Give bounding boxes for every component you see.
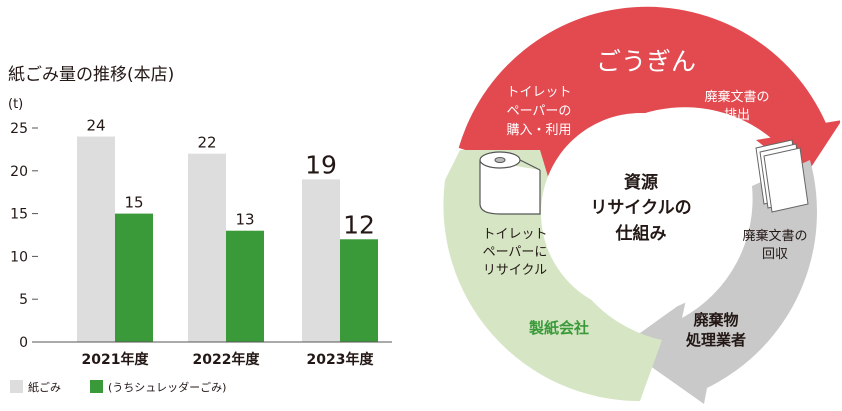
legend-label: (うちシュレッダーごみ) bbox=[108, 380, 226, 394]
svg-text:購入・利用: 購入・利用 bbox=[506, 123, 571, 138]
svg-text:ペーパーに: ペーパーに bbox=[483, 245, 548, 260]
bar bbox=[302, 179, 340, 342]
svg-text:資源: 資源 bbox=[624, 172, 658, 193]
svg-text:廃棄文書の: 廃棄文書の bbox=[742, 228, 807, 244]
legend-swatch bbox=[10, 380, 23, 393]
bar bbox=[340, 239, 378, 342]
recycling-cycle-diagram: ごうぎん トイレット ペーパーの 購入・利用 廃棄文書の 排出 資源 リサイクル… bbox=[443, 6, 840, 404]
bars: 24 15 22 13 19 12 bbox=[77, 117, 378, 342]
legend-swatch bbox=[90, 380, 103, 393]
y-tick-label: 25 bbox=[10, 121, 28, 137]
cycle-segment-gougin bbox=[458, 6, 840, 182]
svg-text:ペーパーの: ペーパーの bbox=[507, 104, 572, 119]
x-tick-label: 2021年度 bbox=[82, 351, 150, 368]
paper-mill-label: 製紙会社 bbox=[528, 319, 589, 337]
bar bbox=[115, 213, 153, 342]
bar-value-label: 13 bbox=[235, 211, 254, 229]
svg-text:トイレット: トイレット bbox=[506, 85, 571, 100]
legend-label: 紙ごみ bbox=[28, 380, 61, 394]
y-tick-label: 5 bbox=[19, 292, 28, 308]
bar bbox=[226, 230, 264, 342]
bar-value-label: 12 bbox=[343, 210, 375, 239]
svg-text:トイレット: トイレット bbox=[482, 227, 547, 242]
bar bbox=[188, 153, 226, 342]
bar-value-label: 19 bbox=[305, 150, 337, 179]
x-axis-labels: 2021年度 2022年度 2023年度 bbox=[82, 351, 375, 368]
cycle-segment-processor bbox=[622, 160, 817, 404]
svg-text:回収: 回収 bbox=[762, 247, 788, 262]
chart-title: 紙ごみ量の推移(本店) bbox=[8, 65, 174, 85]
y-tick-label: 15 bbox=[10, 207, 28, 223]
discharge-label: 廃棄文書の 排出 bbox=[704, 89, 769, 123]
processor-label: 廃棄物 処理業者 bbox=[685, 311, 746, 349]
bar bbox=[77, 136, 115, 342]
y-axis-ticks: 0 5 10 15 20 25 bbox=[10, 121, 38, 351]
y-tick-label: 10 bbox=[10, 249, 28, 265]
x-tick-label: 2022年度 bbox=[193, 351, 261, 368]
bar-value-label: 15 bbox=[124, 194, 143, 212]
bar-value-label: 24 bbox=[86, 117, 105, 135]
svg-text:処理業者: 処理業者 bbox=[685, 331, 746, 349]
toilet-paper-icon bbox=[479, 151, 541, 215]
purchase-label: トイレット ペーパーの 購入・利用 bbox=[506, 85, 571, 138]
svg-text:仕組み: 仕組み bbox=[615, 223, 667, 244]
y-axis-unit: (t) bbox=[8, 97, 23, 112]
gougin-label: ごうぎん bbox=[596, 47, 696, 76]
recycle-label: トイレット ペーパーに リサイクル bbox=[482, 227, 547, 278]
svg-text:排出: 排出 bbox=[724, 108, 750, 123]
svg-text:リサイクルの: リサイクルの bbox=[590, 198, 691, 218]
svg-text:廃棄文書の: 廃棄文書の bbox=[704, 89, 769, 105]
svg-text:リサイクル: リサイクル bbox=[483, 263, 547, 278]
svg-text:廃棄物: 廃棄物 bbox=[693, 311, 738, 329]
x-tick-label: 2023年度 bbox=[307, 351, 375, 368]
bar-value-label: 22 bbox=[197, 134, 216, 152]
cycle-center bbox=[541, 113, 741, 313]
y-tick-label: 20 bbox=[10, 164, 28, 180]
collection-label: 廃棄文書の 回収 bbox=[742, 228, 807, 262]
center-label: 資源 リサイクルの 仕組み bbox=[590, 172, 691, 244]
legend: 紙ごみ (うちシュレッダーごみ) bbox=[10, 380, 226, 394]
documents-icon bbox=[755, 139, 809, 213]
y-tick-label: 0 bbox=[19, 335, 28, 351]
